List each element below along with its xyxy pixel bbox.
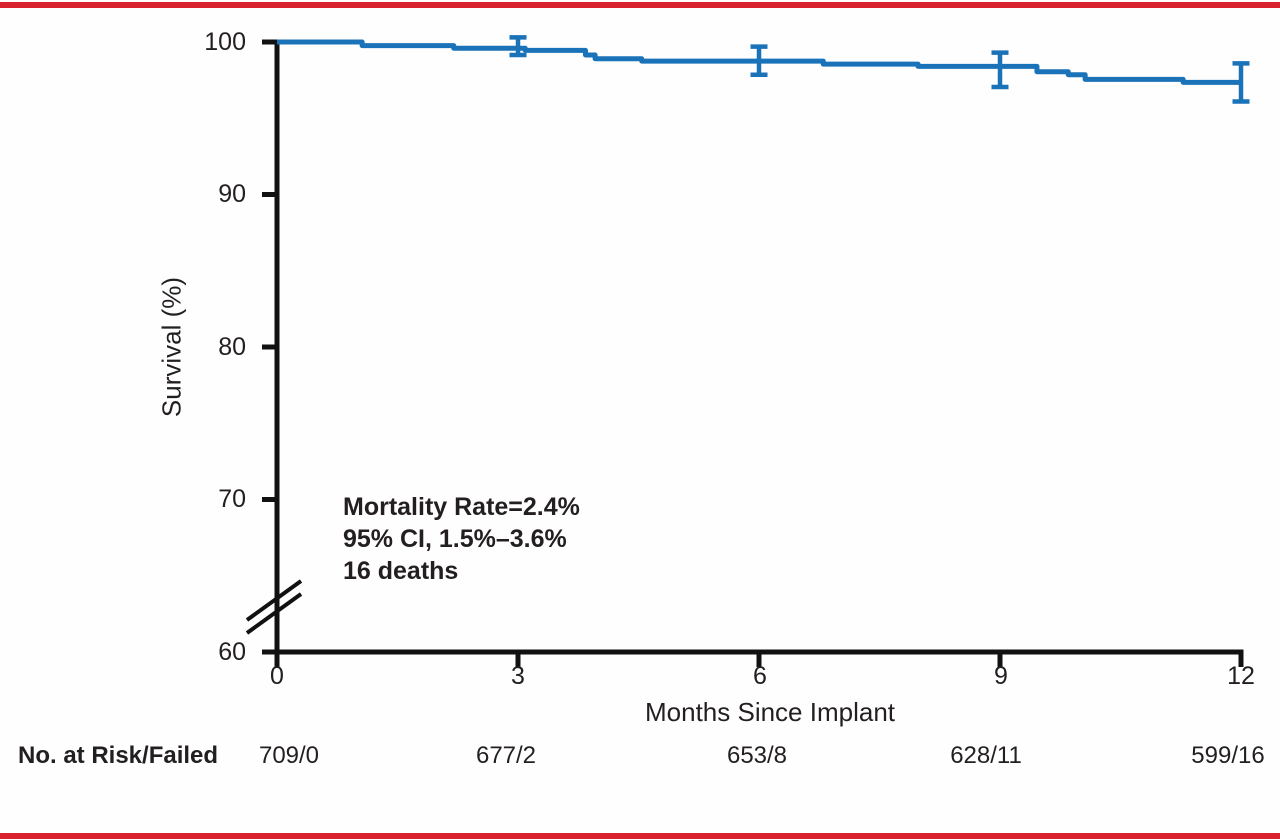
stats-annotation: Mortality Rate=2.4% 95% CI, 1.5%–3.6% 16… (343, 491, 580, 587)
axis-break-slash (245, 592, 303, 635)
y-tick-label-80: 80 (218, 333, 246, 361)
risk-value-month-9: 628/11 (950, 742, 1022, 769)
x-tick-label-6: 6 (753, 662, 767, 690)
risk-value-month-6: 653/8 (726, 742, 788, 769)
annotation-confidence-interval: 95% CI, 1.5%–3.6% (343, 525, 567, 553)
x-tick-label-12: 12 (1227, 662, 1255, 690)
y-tick-label-90: 90 (218, 180, 246, 208)
bottom-border-line (0, 833, 1280, 839)
risk-value-month-12: 599/16 (1191, 742, 1265, 769)
x-tick-label-9: 9 (994, 662, 1008, 690)
annotation-deaths: 16 deaths (343, 557, 459, 585)
x-tick-label-3: 3 (511, 662, 525, 690)
axis-break-slash (245, 579, 303, 622)
annotation-mortality-rate: Mortality Rate=2.4% (343, 493, 580, 521)
survival-step-curve (277, 39, 1241, 85)
y-tick-label-60: 60 (218, 638, 246, 666)
number-at-risk-row: No. at Risk/Failed 709/0 677/2 653/8 628… (0, 742, 1280, 772)
x-axis-title: Months Since Implant (644, 697, 896, 727)
y-tick-label-70: 70 (218, 485, 246, 513)
y-tick-label-100: 100 (204, 28, 246, 56)
risk-row-label: No. at Risk/Failed (18, 742, 219, 769)
risk-value-month-3: 677/2 (475, 742, 537, 769)
x-tick-label-0: 0 (270, 662, 284, 690)
top-border-line (0, 2, 1280, 8)
risk-value-month-0: 709/0 (258, 742, 320, 769)
